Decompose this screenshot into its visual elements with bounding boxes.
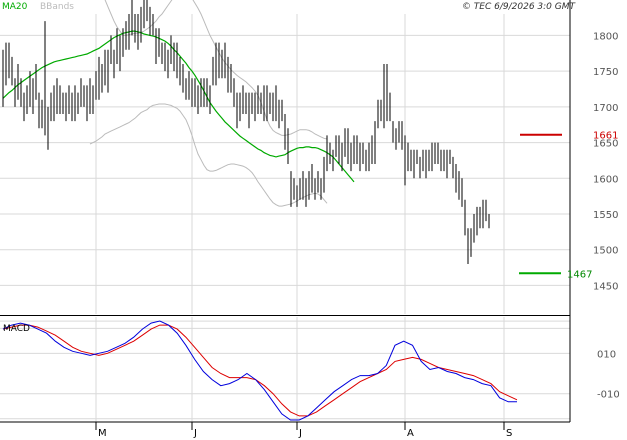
- macd-lines: [2, 320, 518, 421]
- legend-bbands: BBands: [40, 2, 74, 12]
- support-label: 1467: [567, 269, 592, 280]
- panel-frames: [0, 0, 571, 423]
- price-tick-label: 1500: [593, 246, 618, 257]
- price-tick-label: 1750: [593, 67, 618, 78]
- macd-title: MACD: [3, 324, 30, 334]
- timestamp: © TEC 6/9/2026 3:0 GMT: [462, 2, 577, 12]
- x-tick-label: M: [98, 428, 107, 439]
- price-tick-label: 1600: [593, 174, 618, 185]
- time-gridlines: [95, 14, 505, 422]
- bb-lower-line: [89, 103, 328, 207]
- ma20-path: [2, 30, 355, 183]
- macd-gridlines: [0, 327, 570, 420]
- price-tick-label: 1800: [593, 31, 618, 42]
- legend-ma20: MA20: [2, 2, 28, 12]
- macd-line: [2, 320, 517, 421]
- x-tick-label: S: [506, 428, 512, 439]
- y-axis-labels: 1450 1500 1550 1600 1650 1700 1750 1800 -010 010: [593, 31, 620, 400]
- price-gridlines: [0, 34, 570, 322]
- price-bars: [2, 0, 490, 264]
- x-tick-label: J: [193, 428, 197, 439]
- x-tick-label: J: [298, 428, 302, 439]
- macd-tick-label: -010: [597, 390, 620, 401]
- price-tick-label: 1700: [593, 103, 618, 114]
- signal-line: [2, 324, 518, 417]
- resistance-label: 1661: [593, 131, 618, 142]
- macd-tick-label: 010: [597, 349, 616, 360]
- ma20-line: [2, 30, 355, 183]
- price-levels: [519, 133, 562, 275]
- price-tick-label: 1450: [593, 281, 618, 292]
- price-tick-label: 1650: [593, 139, 618, 150]
- price-tick-label: 1550: [593, 210, 618, 221]
- bb-upper-line: [104, 0, 328, 140]
- x-tick-label: A: [407, 428, 414, 439]
